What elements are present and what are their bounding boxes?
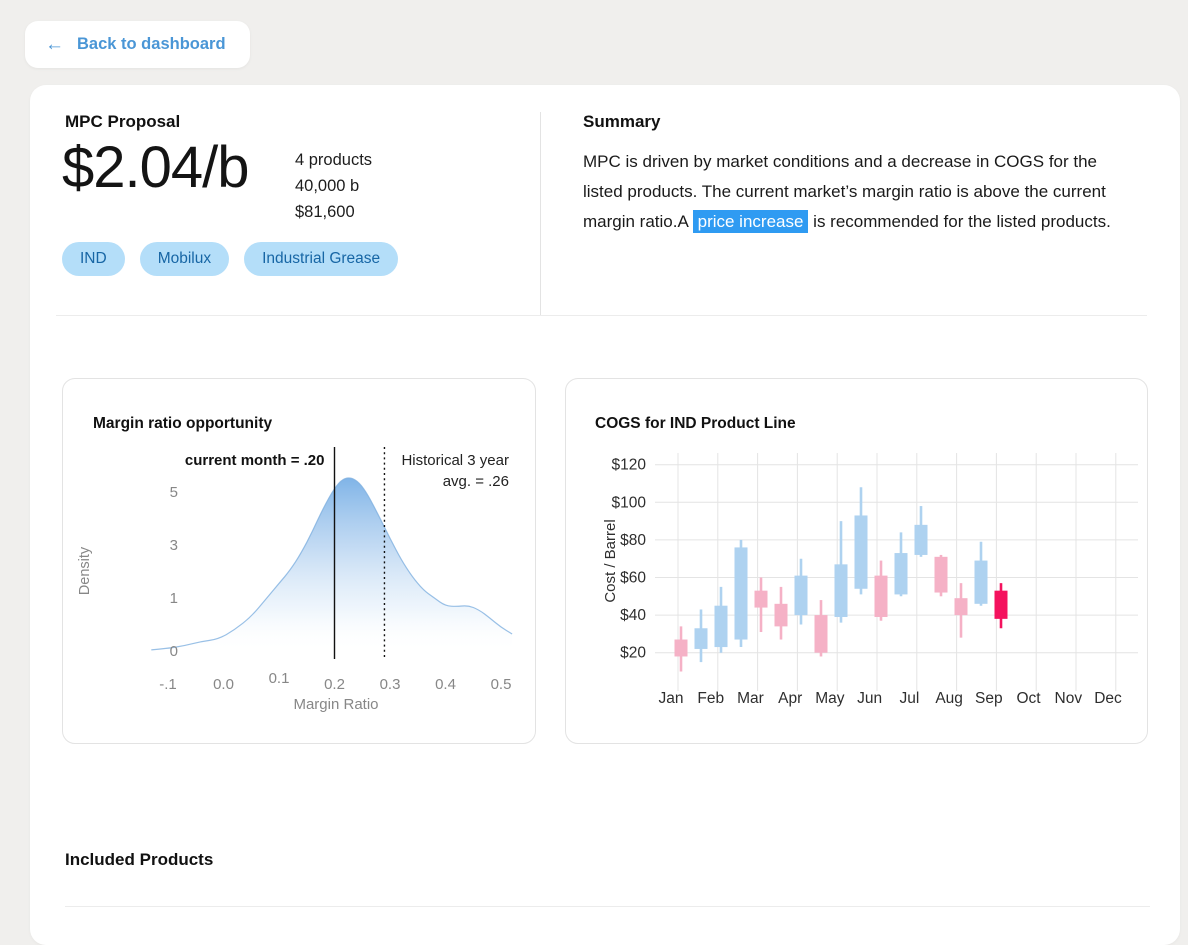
svg-text:Oct: Oct bbox=[1017, 690, 1042, 707]
stat-amount: $81,600 bbox=[295, 203, 355, 221]
svg-text:Jul: Jul bbox=[899, 690, 919, 707]
tag-ind: IND bbox=[62, 242, 125, 276]
svg-text:0: 0 bbox=[170, 643, 178, 660]
svg-text:$20: $20 bbox=[620, 645, 646, 662]
svg-text:1: 1 bbox=[170, 590, 178, 607]
svg-text:Apr: Apr bbox=[778, 690, 802, 707]
stat-barrels: 40,000 b bbox=[295, 177, 360, 195]
summary-text: MPC is driven by market conditions and a… bbox=[583, 147, 1138, 237]
svg-text:0.2: 0.2 bbox=[324, 676, 345, 693]
cogs-chart-title: COGS for IND Product Line bbox=[595, 415, 796, 432]
svg-text:$40: $40 bbox=[620, 607, 646, 624]
proposal-stats: 4 products 40,000 b $81,600 bbox=[295, 147, 372, 225]
svg-text:$100: $100 bbox=[612, 494, 647, 511]
included-products-title: Included Products bbox=[65, 850, 214, 869]
proposal-section-title: MPC Proposal bbox=[65, 112, 181, 131]
svg-text:0.1: 0.1 bbox=[269, 670, 290, 687]
svg-text:Dec: Dec bbox=[1094, 690, 1122, 707]
proposal-price: $2.04/b bbox=[62, 135, 250, 200]
cogs-chart: $20 $40 $60 $80 $100 $120 Jan Feb Mar Apr May Jun Ju… bbox=[602, 453, 1138, 707]
svg-text:3: 3 bbox=[170, 537, 178, 554]
back-button-label: Back to dashboard bbox=[77, 35, 226, 53]
svg-text:avg. = .26: avg. = .26 bbox=[443, 473, 509, 490]
summary-section-title: Summary bbox=[583, 112, 661, 131]
margin-ratio-chart-card: Margin ratio opportunity 0 1 3 5 -.1 0.0 0.1 0.… bbox=[62, 378, 536, 744]
cogs-chart-card: COGS for IND Product Line $20 $40 $60 $80 $1… bbox=[565, 378, 1148, 744]
summary-text-after: is recommended for the listed products. bbox=[808, 212, 1111, 231]
proposal-card: MPC Proposal $2.04/b 4 products 40,000 b… bbox=[30, 85, 1180, 945]
summary-text-before: MPC is driven by market conditions and a… bbox=[583, 152, 1106, 231]
header-divider bbox=[56, 315, 1147, 316]
svg-text:-.1: -.1 bbox=[159, 676, 177, 693]
svg-text:0.4: 0.4 bbox=[435, 676, 456, 693]
arrow-left-icon: ← bbox=[45, 34, 64, 55]
svg-text:0.0: 0.0 bbox=[213, 676, 234, 693]
svg-text:Jun: Jun bbox=[857, 690, 882, 707]
svg-text:Nov: Nov bbox=[1055, 690, 1083, 707]
svg-text:Sep: Sep bbox=[975, 690, 1003, 707]
back-to-dashboard-button[interactable]: ← Back to dashboard bbox=[25, 21, 250, 68]
vertical-divider bbox=[540, 112, 541, 315]
svg-text:0.5: 0.5 bbox=[491, 676, 512, 693]
svg-text:$80: $80 bbox=[620, 532, 646, 549]
margin-ratio-chart: 0 1 3 5 -.1 0.0 0.1 0.2 0.3 0.4 0.5 Margin Ratio Den… bbox=[77, 447, 513, 713]
svg-text:Cost / Barrel: Cost / Barrel bbox=[602, 519, 619, 602]
svg-text:current month = .20: current month = .20 bbox=[185, 452, 325, 469]
tag-industrial-grease: Industrial Grease bbox=[244, 242, 399, 276]
svg-text:Mar: Mar bbox=[737, 690, 764, 707]
tag-mobilux: Mobilux bbox=[139, 242, 230, 276]
svg-text:Historical 3 year: Historical 3 year bbox=[401, 452, 509, 469]
margin-ratio-chart-title: Margin ratio opportunity bbox=[93, 415, 273, 432]
svg-text:$60: $60 bbox=[620, 570, 646, 587]
svg-text:5: 5 bbox=[170, 484, 178, 501]
summary-highlight: price increase bbox=[692, 210, 809, 233]
proposal-tags: IND Mobilux Industrial Grease bbox=[62, 242, 399, 276]
svg-text:0.3: 0.3 bbox=[380, 676, 401, 693]
svg-text:Feb: Feb bbox=[697, 690, 724, 707]
svg-text:$120: $120 bbox=[612, 457, 647, 474]
stat-products: 4 products bbox=[295, 151, 373, 169]
svg-text:Margin Ratio: Margin Ratio bbox=[293, 696, 378, 713]
svg-text:Density: Density bbox=[77, 546, 93, 595]
svg-text:May: May bbox=[815, 690, 845, 707]
included-products-divider bbox=[65, 906, 1150, 907]
svg-text:Jan: Jan bbox=[659, 690, 684, 707]
svg-text:Aug: Aug bbox=[935, 690, 963, 707]
